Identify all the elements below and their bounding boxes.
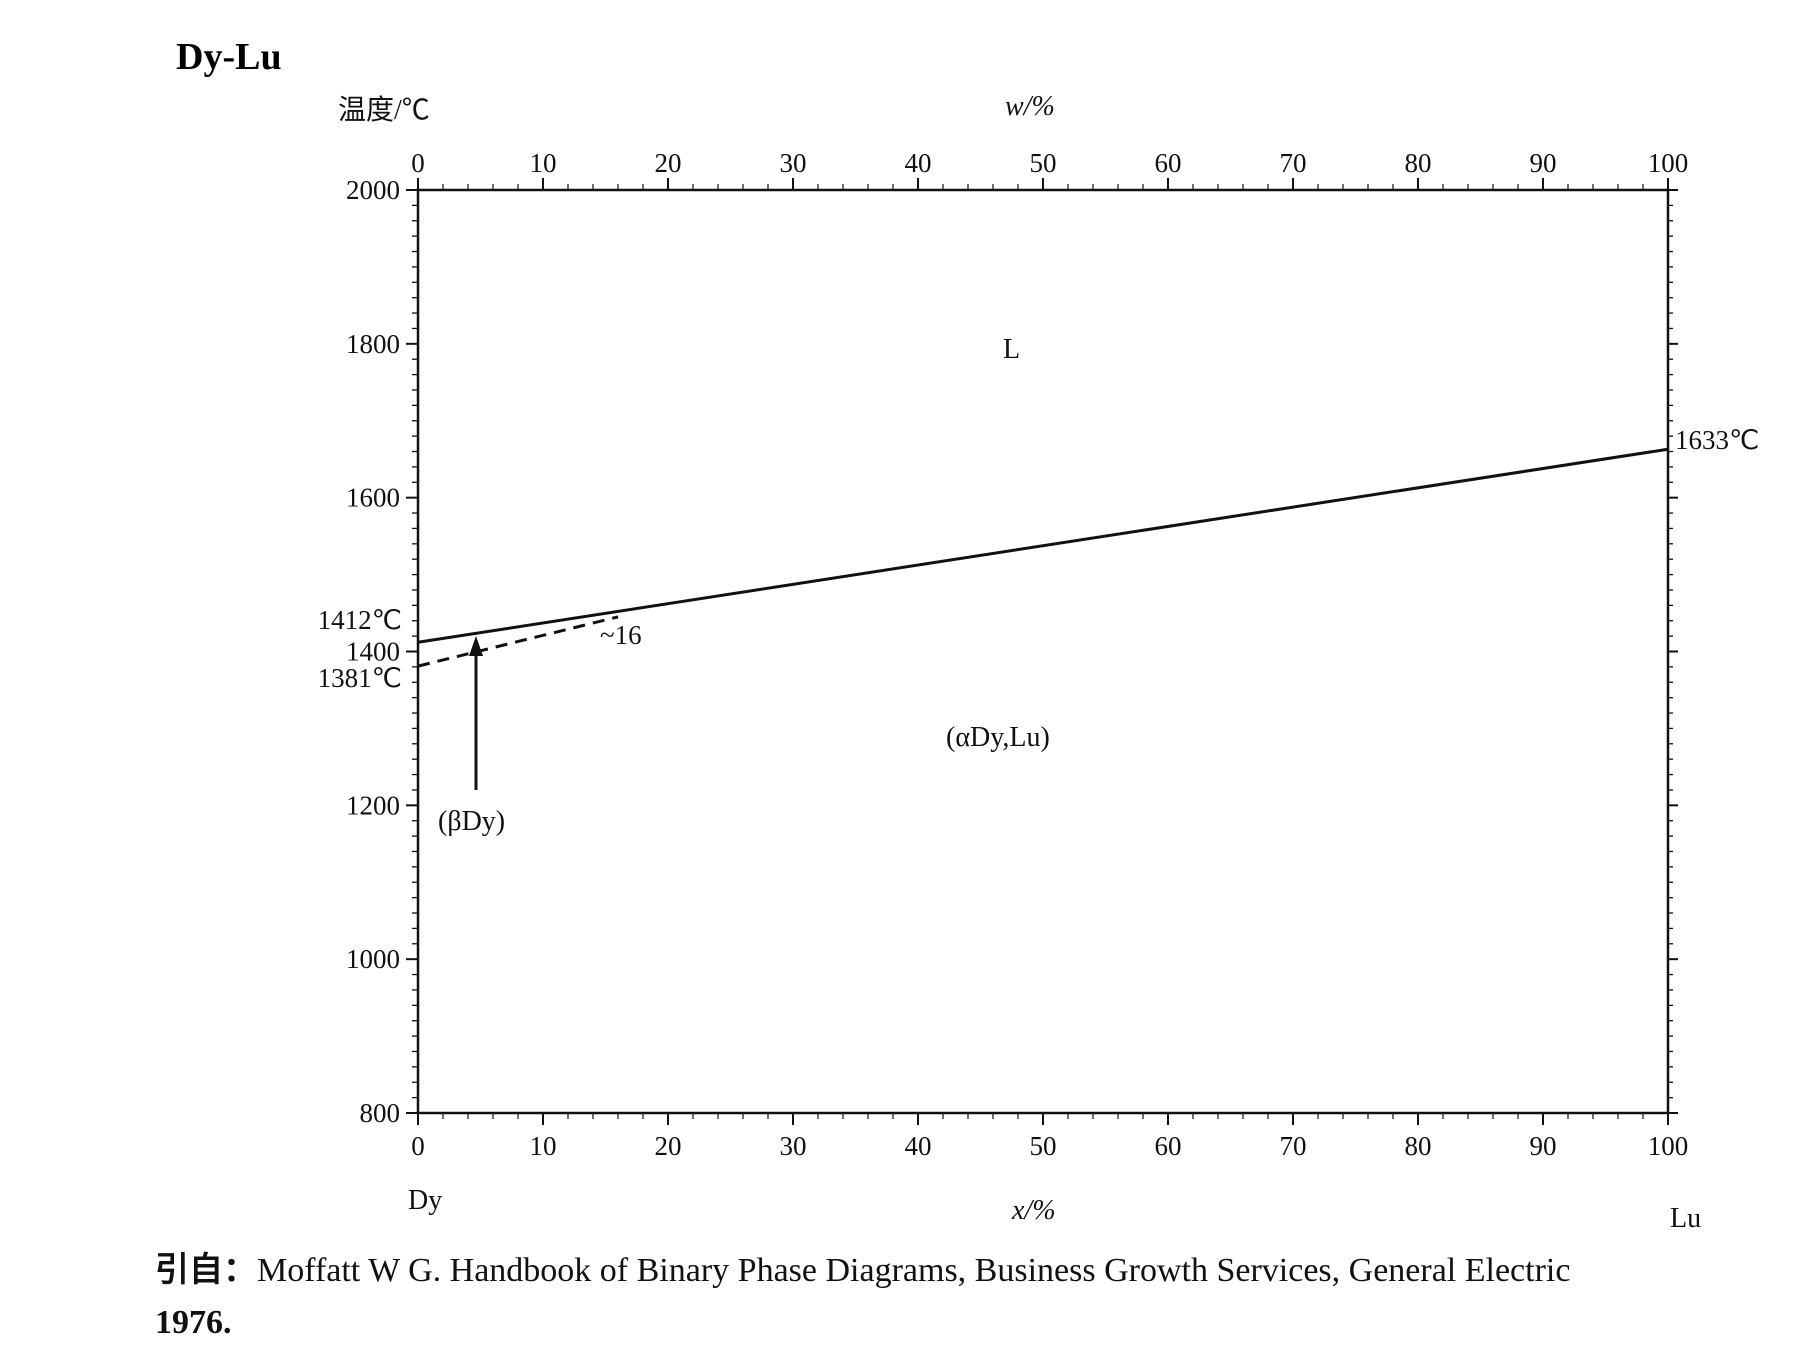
y-axis-ticks: 800 1000 1200 1400 1600 1800 2000 <box>346 175 1678 1128</box>
phase-label-alpha: (αDy,Lu) <box>946 722 1050 753</box>
x-tick-label-top: 70 <box>1280 148 1307 178</box>
y-tick-label: 800 <box>360 1098 401 1128</box>
y-axis-label: 温度/℃ <box>338 94 430 126</box>
x-tick-label-bottom: 70 <box>1280 1131 1307 1161</box>
x-tick-label-bottom: 0 <box>411 1131 425 1161</box>
series-layer <box>417 447 1669 668</box>
annotation-composition-16: ~16 <box>600 620 642 650</box>
x-tick-label-bottom: 40 <box>905 1131 932 1161</box>
y-tick-label: 1600 <box>346 483 400 513</box>
x-tick-label-bottom: 100 <box>1648 1131 1689 1161</box>
x-tick-label-top: 80 <box>1405 148 1432 178</box>
x-tick-label-bottom: 60 <box>1155 1131 1182 1161</box>
x-tick-label-top: 30 <box>780 148 807 178</box>
y-tick-label: 1400 <box>346 637 400 667</box>
x-tick-label-top: 20 <box>655 148 682 178</box>
plot-frame <box>416 188 1670 1115</box>
citation-prefix: 引自： <box>155 1252 257 1289</box>
y-tick-label: 1200 <box>346 790 400 820</box>
x-tick-label-top: 0 <box>411 148 425 178</box>
top-axis-ticks: 0 10 20 30 40 50 60 70 80 90 100 <box>411 148 1688 190</box>
annotation-transition-dy: 1381℃ <box>318 663 402 693</box>
y-tick-label: 1000 <box>346 944 400 974</box>
x-tick-label-top: 100 <box>1648 148 1689 178</box>
annotation-melting-dy: 1412℃ <box>318 605 402 635</box>
series-solidus-line <box>417 447 1669 644</box>
x-tick-label-top: 90 <box>1530 148 1557 178</box>
phase-label-beta: (βDy) <box>438 806 505 837</box>
bottom-axis-label: x/% <box>1011 1195 1056 1226</box>
chart-title: Dy-Lu <box>176 36 282 78</box>
phase-label-liquid: L <box>1003 334 1020 365</box>
x-tick-label-bottom: 80 <box>1405 1131 1432 1161</box>
x-tick-label-bottom: 50 <box>1030 1131 1057 1161</box>
annotation-melting-lu: 1633℃ <box>1675 425 1759 455</box>
x-tick-label-bottom: 30 <box>780 1131 807 1161</box>
x-tick-label-bottom: 90 <box>1530 1131 1557 1161</box>
citation: 引自：Moffatt W G. Handbook of Binary Phase… <box>155 1245 1795 1349</box>
x-tick-label-top: 40 <box>905 148 932 178</box>
x-tick-label-top: 60 <box>1155 148 1182 178</box>
y-tick-label: 2000 <box>346 175 400 205</box>
x-tick-label-bottom: 10 <box>530 1131 557 1161</box>
citation-text: Moffatt W G. Handbook of Binary Phase Di… <box>257 1252 1571 1289</box>
top-axis-label: w/% <box>1005 91 1055 122</box>
x-tick-label-bottom: 20 <box>655 1131 682 1161</box>
y-tick-label: 1800 <box>346 329 400 359</box>
bottom-axis-ticks: 0 10 20 30 40 50 60 70 80 90 100 <box>411 1113 1688 1161</box>
citation-year: 1976. <box>155 1304 232 1341</box>
beta-arrow-head <box>469 636 483 656</box>
x-tick-label-top: 50 <box>1030 148 1057 178</box>
left-element-label: Dy <box>408 1185 442 1216</box>
x-tick-label-top: 10 <box>530 148 557 178</box>
series-dashed-transition-line <box>417 615 619 668</box>
right-element-label: Lu <box>1670 1203 1701 1234</box>
